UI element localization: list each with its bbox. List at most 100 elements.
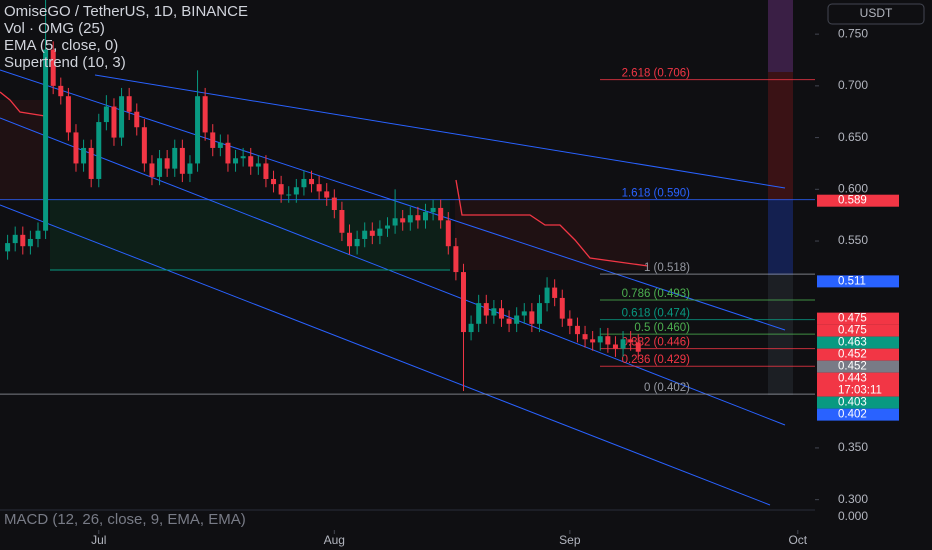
candle-body <box>65 96 71 133</box>
macd-zero: 0.000 <box>838 509 868 523</box>
candle-body <box>73 132 79 164</box>
candle-body <box>126 96 132 112</box>
fib-zone <box>768 72 793 200</box>
y-tick-label: 0.700 <box>838 78 868 92</box>
x-tick-label: Oct <box>788 533 807 547</box>
channel <box>0 69 786 506</box>
candle-body <box>233 158 239 164</box>
candle-body <box>202 96 208 133</box>
candle-body <box>521 311 527 316</box>
price-tag-label: 0.475 <box>838 313 867 325</box>
candle-body <box>590 339 596 343</box>
candle-body <box>111 106 117 138</box>
price-tag <box>817 348 899 361</box>
candle-body <box>567 318 573 326</box>
fib-label: 0.382 (0.446) <box>622 337 691 349</box>
candle-body <box>81 147 87 164</box>
candle-body <box>544 287 550 304</box>
indicator: EMA (5, close, 0) <box>4 37 118 54</box>
candle-body <box>407 215 413 223</box>
supertrend-fill <box>50 200 450 270</box>
y-tick-label: 0.600 <box>838 181 868 195</box>
countdown: 17:03:11 <box>838 385 882 397</box>
candle-body <box>149 163 155 177</box>
supertrend <box>0 91 46 117</box>
fib-label: 1 (0.518) <box>644 262 690 274</box>
candle-body <box>293 187 299 195</box>
candle-body <box>369 230 375 236</box>
candle-body <box>635 342 641 352</box>
candle-body <box>331 197 337 210</box>
candle-body <box>286 194 292 196</box>
candle-body <box>468 323 474 333</box>
price-tag-label: 0.589 <box>838 195 867 207</box>
candle-body <box>187 163 193 174</box>
candle-body <box>445 220 451 247</box>
candle-body <box>415 215 421 221</box>
candle-body <box>385 225 391 229</box>
x-tick-label: Aug <box>324 533 345 547</box>
candle-body <box>582 334 588 340</box>
candle-body <box>141 127 147 164</box>
candle-body <box>88 147 94 179</box>
fib-zone <box>768 275 793 395</box>
fib-label: 0 (0.402) <box>644 382 690 394</box>
fib-label: 0.786 (0.493) <box>622 288 691 300</box>
candle-body <box>255 163 261 167</box>
price-tag-label: 0.511 <box>838 275 866 287</box>
candle-body <box>309 178 315 185</box>
candle-body <box>35 230 41 239</box>
candle-body <box>339 210 345 233</box>
chart-title: OmiseGO / TetherUS, 1D, BINANCE <box>4 3 248 20</box>
price-tag-label: 0.463 <box>838 337 867 349</box>
candle-body <box>324 191 330 198</box>
candle-body <box>491 308 497 316</box>
candle-body <box>552 287 558 298</box>
candle-body <box>316 184 322 192</box>
candle-body <box>195 96 201 164</box>
candle-body <box>20 234 26 247</box>
price-tag-label: 0.402 <box>838 409 867 421</box>
candle-body <box>271 178 277 185</box>
candle-body <box>430 207 436 213</box>
channel-line <box>94 74 786 189</box>
price-tag <box>817 275 899 288</box>
candle-body <box>628 339 634 343</box>
candle-body <box>574 325 580 335</box>
candle-body <box>157 158 163 177</box>
price-tag-label: 0.443 <box>838 373 867 385</box>
axis: 0.750 0.700 0.650 0.600 0.550 0.350 0.300 0.589… <box>815 26 899 506</box>
candle-body <box>240 156 246 159</box>
candle-body <box>506 318 512 324</box>
candle-body <box>278 184 284 195</box>
fib-label: 0.236 (0.429) <box>622 354 691 366</box>
price-tag <box>817 336 899 349</box>
currency-button[interactable] <box>827 3 925 25</box>
candle-body <box>605 336 611 345</box>
candle-body <box>96 122 102 179</box>
candle-body <box>476 303 482 324</box>
candle-body <box>392 218 398 226</box>
candle-body <box>134 111 140 128</box>
currency[interactable]: USDT <box>860 6 893 20</box>
candle-body <box>5 243 11 252</box>
candle-body <box>103 106 109 123</box>
candle-body <box>172 147 178 169</box>
candle-body <box>50 49 56 86</box>
candle-body <box>354 238 360 247</box>
candle-body <box>58 85 64 97</box>
fib-label: 2.618 (0.706) <box>622 68 691 80</box>
plot: Jul Aug Sep Oct 2.618 (0.706) 1.618 (0.590) 1 … <box>0 0 815 547</box>
candle-body <box>217 142 223 148</box>
candle-body <box>225 142 231 164</box>
fib-label: 1.618 (0.590) <box>622 188 691 200</box>
channel-line <box>0 204 771 506</box>
candle-body <box>301 178 307 188</box>
candle-body <box>362 230 368 239</box>
candle-body <box>400 218 406 223</box>
price-tag <box>817 396 899 409</box>
y-tick-label: 0.750 <box>838 26 868 40</box>
supertrend <box>455 179 649 267</box>
price-tag <box>817 372 899 397</box>
